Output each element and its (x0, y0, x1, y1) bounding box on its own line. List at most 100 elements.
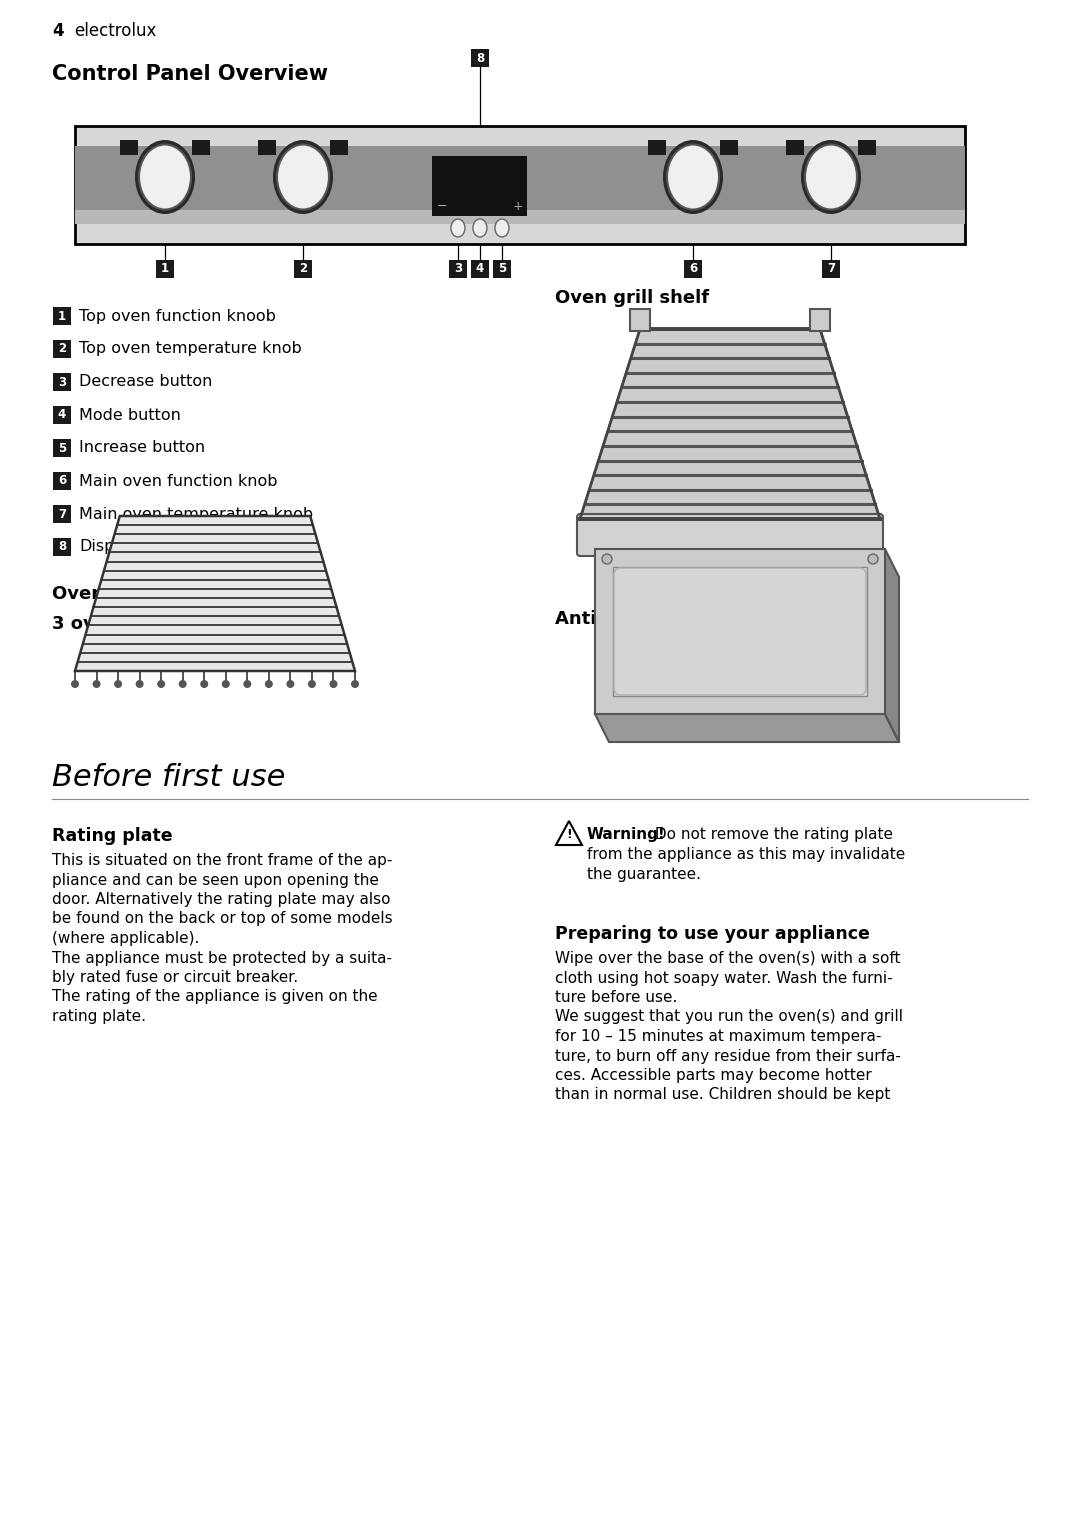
Polygon shape (75, 515, 355, 671)
Bar (53, 339, 71, 358)
Text: 6: 6 (58, 474, 66, 488)
Bar (53, 307, 71, 326)
Text: −: − (437, 199, 448, 213)
Text: ture before use.: ture before use. (555, 989, 677, 1005)
Text: Preparing to use your appliance: Preparing to use your appliance (555, 925, 869, 943)
Circle shape (200, 680, 208, 688)
Circle shape (308, 680, 316, 688)
Ellipse shape (273, 141, 333, 214)
Circle shape (351, 680, 359, 688)
Text: rating plate.: rating plate. (52, 1009, 146, 1024)
Text: 8: 8 (476, 52, 484, 64)
Text: Top oven temperature knob: Top oven temperature knob (79, 341, 301, 356)
Text: !: ! (566, 827, 572, 841)
Bar (720, 141, 738, 154)
Bar (258, 141, 276, 154)
Ellipse shape (139, 145, 191, 209)
Circle shape (93, 680, 100, 688)
Text: 8: 8 (58, 540, 66, 553)
Text: 5: 5 (58, 442, 66, 454)
Bar (192, 141, 210, 154)
Ellipse shape (805, 145, 858, 209)
Bar (786, 141, 804, 154)
Circle shape (178, 680, 187, 688)
Text: ture, to burn off any residue from their surfa-: ture, to burn off any residue from their… (555, 1049, 901, 1064)
Circle shape (158, 680, 165, 688)
Text: the guarantee.: the guarantee. (588, 867, 701, 882)
Text: ces. Accessible parts may become hotter: ces. Accessible parts may become hotter (555, 1067, 872, 1083)
Bar (294, 260, 312, 278)
Text: Anti stick meat/Drip pan: Anti stick meat/Drip pan (555, 610, 801, 628)
Text: 5: 5 (498, 263, 507, 275)
Bar (53, 538, 71, 557)
Text: We suggest that you run the oven(s) and grill: We suggest that you run the oven(s) and … (555, 1009, 903, 1024)
Bar (471, 49, 489, 67)
Circle shape (136, 680, 144, 688)
Text: cloth using hot soapy water. Wash the furni-: cloth using hot soapy water. Wash the fu… (555, 971, 893, 986)
Bar (810, 309, 831, 330)
Bar (75, 209, 966, 225)
Text: Wipe over the base of the oven(s) with a soft: Wipe over the base of the oven(s) with a… (555, 951, 901, 966)
FancyBboxPatch shape (577, 514, 883, 557)
Text: 4: 4 (58, 408, 66, 422)
Text: Main oven function knob: Main oven function knob (79, 474, 278, 488)
Bar (53, 472, 71, 489)
Ellipse shape (667, 145, 719, 209)
Text: 7: 7 (58, 508, 66, 520)
Text: 6: 6 (689, 263, 697, 275)
Bar (75, 145, 966, 225)
Ellipse shape (135, 141, 195, 214)
Text: 3 oven shelfs: 3 oven shelfs (52, 615, 186, 633)
FancyBboxPatch shape (615, 567, 866, 696)
Ellipse shape (276, 145, 329, 209)
Circle shape (221, 680, 230, 688)
Text: Rating plate: Rating plate (52, 827, 173, 846)
Text: 1: 1 (58, 309, 66, 323)
Text: Do not remove the rating plate: Do not remove the rating plate (650, 827, 893, 842)
Ellipse shape (663, 141, 723, 214)
Bar (120, 141, 138, 154)
Polygon shape (613, 567, 867, 696)
Polygon shape (595, 549, 885, 714)
Text: door. Alternatively the rating plate may also: door. Alternatively the rating plate may… (52, 891, 391, 907)
Text: pliance and can be seen upon opening the: pliance and can be seen upon opening the (52, 873, 379, 887)
Bar (75, 125, 966, 245)
Bar (53, 407, 71, 424)
Circle shape (114, 680, 122, 688)
Circle shape (243, 680, 252, 688)
Text: 4: 4 (476, 263, 484, 275)
Polygon shape (885, 549, 899, 742)
Text: Main oven temperature knob: Main oven temperature knob (79, 506, 313, 521)
Text: (where applicable).: (where applicable). (52, 931, 200, 946)
Bar (630, 309, 650, 330)
Bar (156, 260, 174, 278)
Text: Mode button: Mode button (79, 408, 180, 422)
Text: electrolux: electrolux (75, 21, 157, 40)
Polygon shape (580, 329, 880, 518)
Bar (53, 439, 71, 457)
Text: Top oven function knoob: Top oven function knoob (79, 309, 275, 324)
Text: This is situated on the front frame of the ap-: This is situated on the front frame of t… (52, 853, 392, 868)
Text: 3: 3 (58, 376, 66, 388)
Ellipse shape (495, 219, 509, 237)
Text: 1: 1 (161, 263, 170, 275)
Text: 4: 4 (52, 21, 64, 40)
Text: for 10 – 15 minutes at maximum tempera-: for 10 – 15 minutes at maximum tempera- (555, 1029, 881, 1044)
Text: 3: 3 (454, 263, 462, 275)
Text: Increase button: Increase button (79, 440, 205, 456)
Circle shape (329, 680, 337, 688)
Circle shape (286, 680, 295, 688)
Text: be found on the back or top of some models: be found on the back or top of some mode… (52, 911, 393, 927)
Bar (492, 260, 511, 278)
Polygon shape (595, 714, 899, 742)
Ellipse shape (801, 141, 861, 214)
Bar (648, 141, 666, 154)
Bar (858, 141, 876, 154)
Text: Warning!: Warning! (588, 827, 665, 842)
Text: from the appliance as this may invalidate: from the appliance as this may invalidat… (588, 847, 905, 862)
Ellipse shape (451, 219, 465, 237)
Text: Decrease button: Decrease button (79, 375, 213, 390)
Text: Control Panel Overview: Control Panel Overview (52, 64, 328, 84)
Text: than in normal use. Children should be kept: than in normal use. Children should be k… (555, 1087, 890, 1102)
Bar (432, 156, 527, 216)
